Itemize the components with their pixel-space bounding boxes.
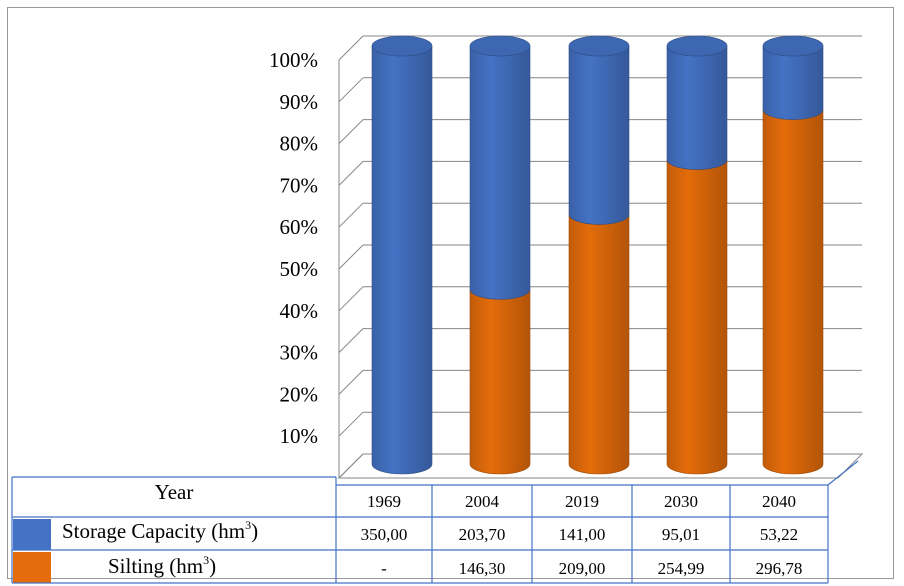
data-label-storage: 53,22 [760,525,798,544]
category-label: 1969 [367,492,401,511]
category-label: 2004 [465,492,500,511]
data-label-storage: 203,70 [459,525,506,544]
bar-segment-silting [762,109,824,475]
bar-segment-storage-capacity [568,45,630,225]
category-label: 2040 [762,492,796,511]
bar-cap [762,35,824,57]
bar-segment-storage-capacity [469,45,531,300]
y-tick-label: 50% [280,257,319,281]
bar-cap [568,35,630,57]
bar-segment-storage-capacity [666,45,728,170]
y-tick-label: 60% [280,215,319,239]
data-label-silting: 254,99 [658,559,705,578]
y-tick-label: 20% [280,382,319,406]
bars [371,35,824,475]
y-tick-label: 100% [269,48,318,72]
gridline-side [338,453,364,479]
y-axis-ticks: 10% 20% 30% 40% 50% 60% 70% 80% 90% 100% [269,48,318,448]
data-label-storage: 141,00 [559,525,606,544]
y-tick-label: 40% [280,299,319,323]
legend-label-silting: Silting (hm3) [108,553,216,578]
data-label-silting: 146,30 [459,559,506,578]
gridline-side [338,35,364,61]
bar-segment-storage-capacity [762,45,824,120]
legend-label-storage: Storage Capacity (hm3) [62,518,258,543]
y-tick-label: 10% [280,424,319,448]
category-label: 2030 [664,492,698,511]
gridline-side [338,411,364,437]
table-border [827,460,859,486]
gridline-side [338,286,364,312]
data-label-silting: 296,78 [756,559,803,578]
data-table: Year Storage Capacity (hm3) Silting (hm3… [11,460,859,584]
y-tick-label: 90% [280,90,319,114]
gridline-side [338,244,364,270]
gridline-side [338,202,364,228]
table-header-year: Year [155,480,194,504]
y-tick-label: 70% [280,173,319,197]
bar-segment-silting [666,159,728,475]
bar-segment-storage-capacity [371,45,433,475]
gridline-side [338,161,364,186]
y-tick-label: 30% [280,341,319,365]
legend-swatch-storage [13,519,51,550]
legend-swatch-silting [13,552,51,583]
category-label: 2019 [565,492,599,511]
data-label-silting: 209,00 [559,559,606,578]
gridline-side [338,328,364,353]
data-label-storage: 95,01 [662,525,700,544]
gridline-side [338,119,364,144]
gridline-side [338,77,364,103]
bar-segment-silting [469,289,531,475]
data-label-storage: 350,00 [361,525,408,544]
data-label-silting: - [381,559,387,578]
bar-cap [666,35,728,57]
gridline-side [338,370,364,395]
bar-cap [371,35,433,57]
y-tick-label: 80% [280,132,319,156]
chart-frame [7,7,894,579]
bar-segment-silting [568,214,630,475]
bar-cap [469,35,531,57]
